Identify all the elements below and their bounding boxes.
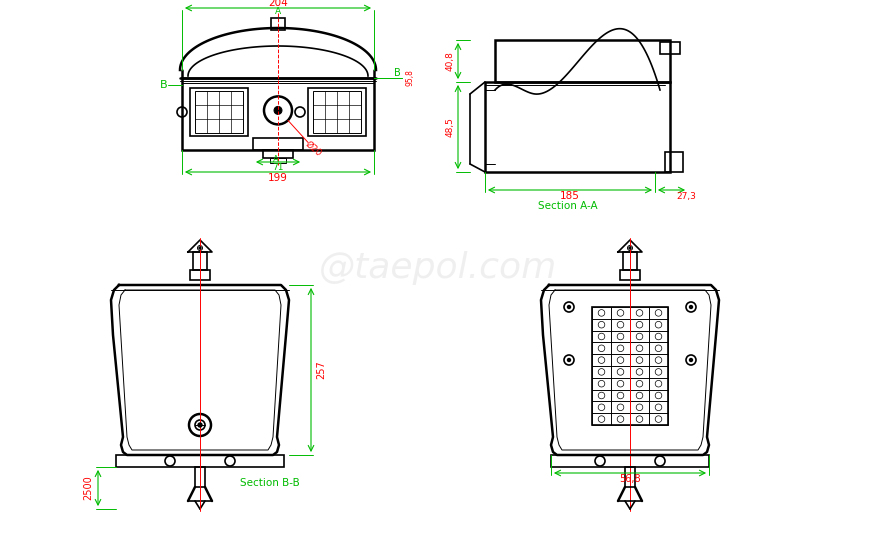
Bar — [649, 401, 668, 413]
Bar — [611, 354, 630, 366]
Bar — [630, 413, 649, 425]
Bar — [195, 91, 243, 133]
Bar — [270, 158, 286, 163]
Bar — [630, 366, 649, 378]
Bar — [592, 343, 611, 354]
Bar — [611, 413, 630, 425]
Bar — [660, 42, 680, 54]
Bar — [271, 18, 285, 30]
Bar — [649, 343, 668, 354]
Bar — [611, 378, 630, 390]
Bar — [592, 354, 611, 366]
Circle shape — [567, 306, 571, 309]
Text: Ø20: Ø20 — [303, 139, 323, 158]
Bar — [630, 390, 649, 401]
Circle shape — [274, 107, 282, 114]
Polygon shape — [541, 285, 719, 455]
Bar — [665, 152, 683, 172]
Text: 185: 185 — [560, 191, 580, 201]
Text: 40,8: 40,8 — [446, 51, 454, 71]
Bar — [611, 343, 630, 354]
Bar — [649, 413, 668, 425]
Circle shape — [689, 306, 693, 309]
Text: 71: 71 — [272, 162, 284, 172]
Bar — [116, 455, 284, 467]
Bar — [630, 331, 649, 343]
Bar — [182, 78, 374, 150]
Bar — [611, 319, 630, 331]
Bar — [649, 331, 668, 343]
Bar — [592, 401, 611, 413]
Bar — [649, 319, 668, 331]
Bar — [308, 88, 366, 136]
Bar — [190, 270, 210, 280]
Bar — [611, 366, 630, 378]
Bar — [551, 455, 709, 467]
Bar — [313, 91, 361, 133]
Text: 204: 204 — [268, 0, 288, 8]
Circle shape — [199, 247, 201, 249]
Bar — [630, 343, 649, 354]
Bar — [630, 354, 649, 366]
Bar — [630, 307, 649, 319]
Text: Section A-A: Section A-A — [538, 201, 597, 211]
Polygon shape — [111, 285, 289, 455]
Bar — [253, 138, 303, 150]
Bar — [649, 390, 668, 401]
Text: 56,8: 56,8 — [619, 474, 641, 484]
Bar — [625, 467, 635, 487]
Circle shape — [689, 359, 693, 361]
Bar — [611, 390, 630, 401]
Bar — [495, 40, 670, 82]
Bar — [190, 88, 248, 136]
Circle shape — [629, 247, 631, 249]
Bar — [620, 270, 640, 280]
Text: 257: 257 — [316, 361, 326, 379]
Bar — [592, 307, 668, 425]
Circle shape — [567, 359, 571, 361]
Bar — [611, 401, 630, 413]
Bar — [592, 390, 611, 401]
Circle shape — [198, 423, 202, 427]
Text: A: A — [275, 8, 281, 17]
Bar — [630, 401, 649, 413]
Text: A: A — [273, 154, 279, 163]
Text: 48,5: 48,5 — [446, 117, 454, 137]
Bar — [649, 307, 668, 319]
Bar — [193, 252, 207, 270]
Bar — [611, 331, 630, 343]
Text: 95,8: 95,8 — [405, 70, 414, 86]
Bar — [592, 307, 611, 319]
Bar — [263, 150, 293, 158]
Bar — [592, 366, 611, 378]
Text: B: B — [160, 80, 168, 90]
Text: Section B-B: Section B-B — [240, 478, 300, 488]
Bar — [649, 378, 668, 390]
Bar — [611, 307, 630, 319]
Bar — [630, 378, 649, 390]
Text: 199: 199 — [268, 173, 288, 183]
Bar — [592, 413, 611, 425]
Bar — [195, 467, 205, 487]
Bar — [592, 319, 611, 331]
Bar — [623, 252, 637, 270]
Bar — [592, 331, 611, 343]
Text: 2500: 2500 — [83, 475, 93, 501]
Text: B: B — [394, 68, 401, 78]
Text: 27,3: 27,3 — [676, 191, 696, 200]
Bar — [649, 366, 668, 378]
Bar — [630, 319, 649, 331]
Text: @taepol.com: @taepol.com — [319, 251, 558, 285]
Bar — [485, 82, 670, 172]
Bar — [649, 354, 668, 366]
Bar — [592, 378, 611, 390]
